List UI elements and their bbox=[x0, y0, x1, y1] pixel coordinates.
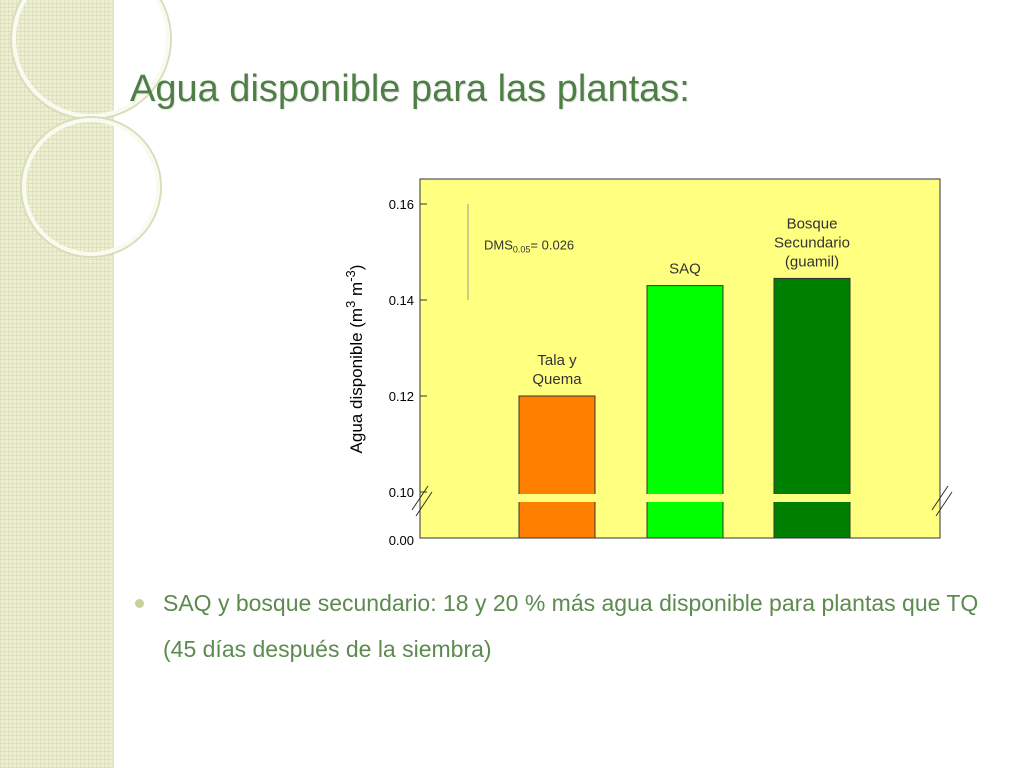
decorative-ring bbox=[22, 118, 160, 256]
dms-suffix: = 0.026 bbox=[530, 238, 574, 253]
dms-annotation: DMS0.05= 0.026 bbox=[467, 204, 574, 300]
bar-category-label: Quema bbox=[532, 371, 582, 388]
bar-labels: Tala y Quema SAQ Bosque Secundario (guamil) bbox=[532, 215, 850, 388]
y-axis-ticks: 0.16 0.14 0.12 0.10 0.00 bbox=[389, 197, 427, 548]
y-tick-label: 0.12 bbox=[389, 389, 414, 404]
axis-breaks bbox=[411, 485, 953, 517]
decorative-side-strip bbox=[0, 0, 170, 768]
y-axis-label-sup1: 3 bbox=[343, 301, 358, 308]
chart-canvas: Agua disponible (m3 m-3) 0.160.140.120.1… bbox=[343, 178, 953, 548]
bullet-text: SAQ y bosque secundario: 18 y 20 % más a… bbox=[163, 590, 979, 662]
bar-chart: Agua disponible (m3 m-3) 0.16 0.14 0.12 0.1… bbox=[320, 170, 960, 550]
bar-category-label: Secundario bbox=[774, 234, 850, 251]
y-tick-label: 0.16 bbox=[389, 197, 414, 212]
bar-category-label: (guamil) bbox=[785, 253, 839, 270]
bar bbox=[518, 395, 596, 539]
y-axis-label-main: Agua disponible (m bbox=[347, 308, 366, 454]
axis-break-band bbox=[515, 494, 855, 502]
dms-subscript: 0.05 bbox=[513, 245, 531, 255]
bar-category-label: Bosque bbox=[787, 215, 838, 232]
y-axis-label-mid: m bbox=[347, 282, 366, 301]
y-tick-label: 0.10 bbox=[389, 485, 414, 500]
svg-text:DMS0.05= 0.026: DMS0.05= 0.026 bbox=[484, 238, 574, 255]
svg-text:Agua disponible (m3 m-3): Agua disponible (m3 m-3) bbox=[343, 265, 366, 454]
axis-break-mark bbox=[931, 485, 949, 511]
axis-break-mark bbox=[411, 485, 429, 511]
y-axis-label-sup2: -3 bbox=[343, 270, 358, 282]
bar-category-label: SAQ bbox=[669, 261, 701, 278]
y-axis-label-end: ) bbox=[347, 265, 366, 271]
bullet-point: SAQ y bosque secundario: 18 y 20 % más a… bbox=[135, 580, 995, 672]
y-axis-label: Agua disponible (m3 m-3) bbox=[343, 265, 366, 454]
bullet-icon bbox=[135, 599, 144, 608]
dms-prefix: DMS bbox=[484, 238, 513, 253]
slide-title: Agua disponible para las plantas: bbox=[130, 68, 690, 110]
y-tick-label: 0.14 bbox=[389, 293, 414, 308]
y-tick-label-zero: 0.00 bbox=[389, 533, 414, 548]
axis-break-mark bbox=[415, 491, 433, 517]
bar-category-label: Tala y bbox=[537, 352, 577, 369]
axis-break-mark bbox=[935, 491, 953, 517]
